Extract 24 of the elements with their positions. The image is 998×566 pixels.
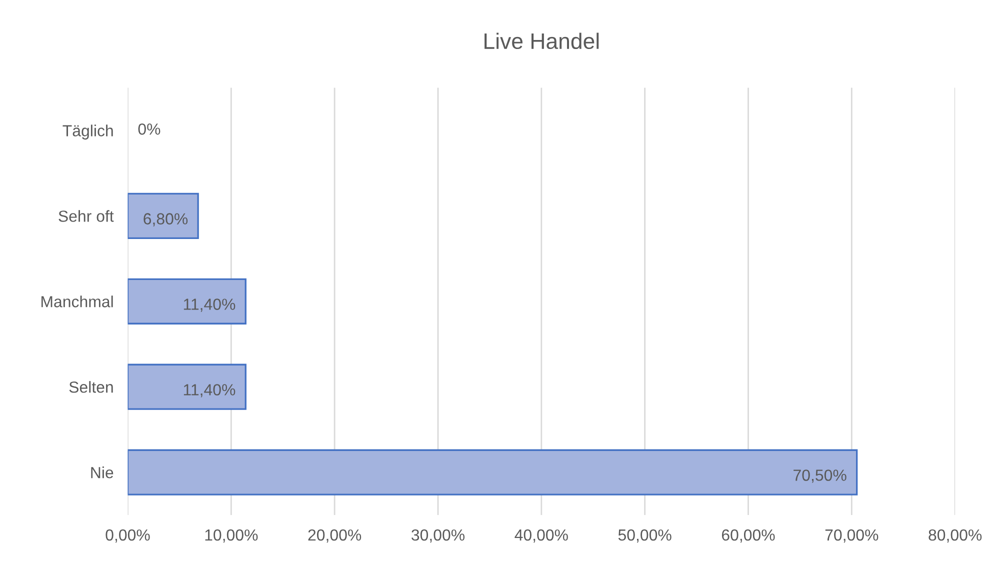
x-tick-label: 0,00% <box>106 529 150 543</box>
x-tick-label: 70,00% <box>825 529 878 543</box>
data-label: 70,50% <box>794 470 846 483</box>
x-tick-label: 10,00% <box>205 529 258 543</box>
x-tick-label: 30,00% <box>412 529 465 543</box>
bar <box>128 278 246 324</box>
chart-title: Live Handel <box>484 32 599 50</box>
y-tick-label: Sehr oft <box>58 210 114 222</box>
x-tick-label: 40,00% <box>514 529 568 543</box>
x-tick-label: 50,00% <box>618 529 672 543</box>
data-label: 6,80% <box>144 213 188 226</box>
bar <box>128 364 246 410</box>
data-label: 11,40% <box>184 298 236 312</box>
x-tick-label: 20,00% <box>308 529 362 543</box>
data-label: 11,40% <box>184 384 236 398</box>
y-tick-label: Nie <box>91 466 114 478</box>
y-tick-label: Selten <box>69 381 113 393</box>
y-tick-label: Täglich <box>62 124 113 140</box>
x-tick-label: 60,00% <box>722 529 775 543</box>
bar <box>128 449 858 496</box>
data-label: 0% <box>138 123 160 135</box>
y-tick-label: Manchmal <box>41 296 113 308</box>
bar <box>128 192 199 239</box>
x-tick-label: 80,00% <box>928 529 982 543</box>
